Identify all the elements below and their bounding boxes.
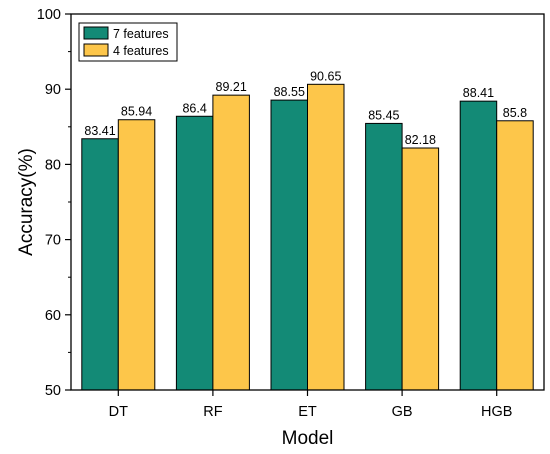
x-axis-title: Model: [282, 428, 334, 449]
x-axis: DT RF ET GB HGB: [109, 390, 512, 420]
data-label-dt-4-features: 85.94: [121, 105, 152, 119]
y-axis: 50 60 70 80 90 100: [37, 7, 71, 399]
data-label-gb-7-features: 85.45: [368, 108, 399, 122]
bar-rf-7-features: [175, 115, 214, 391]
data-label-rf-7-features: 86.4: [182, 101, 206, 115]
y-tick-label: 70: [45, 233, 61, 249]
data-label-et-7-features: 88.55: [274, 85, 305, 99]
x-tick-label-et: ET: [298, 404, 317, 420]
bar-dt-4-features: [117, 119, 156, 391]
legend-label-4-features: 4 features: [113, 44, 169, 58]
bars-layer: [81, 83, 534, 391]
bar-et-7-features: [270, 99, 308, 391]
y-tick-label: 100: [37, 7, 61, 23]
x-tick-label-rf: RF: [203, 404, 222, 420]
legend-label-7-features: 7 features: [113, 27, 169, 41]
data-label-dt-7-features: 83.41: [84, 124, 115, 138]
x-tick-label-dt: DT: [109, 404, 128, 420]
x-tick-label-hgb: HGB: [481, 404, 512, 420]
bar-et-4-features: [307, 83, 345, 391]
y-tick-label: 90: [45, 82, 61, 98]
bar-rf-4-features: [212, 94, 250, 391]
bar-dt-7-features: [81, 138, 119, 391]
legend-swatch-7-features: [83, 26, 109, 40]
y-tick-label: 80: [45, 157, 61, 173]
legend: 7 features 4 features: [78, 22, 178, 62]
data-label-et-4-features: 90.65: [310, 69, 341, 83]
data-label-hgb-4-features: 85.8: [503, 106, 527, 120]
data-label-gb-4-features: 82.18: [405, 133, 436, 147]
legend-swatch-4-features: [83, 43, 109, 57]
bar-gb-4-features: [401, 147, 440, 391]
data-label-hgb-7-features: 88.41: [463, 86, 494, 100]
data-label-rf-4-features: 89.21: [216, 80, 247, 94]
y-tick-label: 50: [45, 383, 61, 399]
y-tick-label: 60: [45, 308, 61, 324]
bar-hgb-7-features: [459, 100, 498, 391]
data-labels-layer: 83.41 85.94 86.4 89.21 88.55 90.65 85.45 82.18 8…: [84, 69, 527, 147]
bar-hgb-4-features: [496, 120, 534, 391]
bar-gb-7-features: [365, 122, 403, 391]
y-axis-title: Accuracy(%): [16, 148, 37, 256]
x-tick-label-gb: GB: [392, 404, 413, 420]
